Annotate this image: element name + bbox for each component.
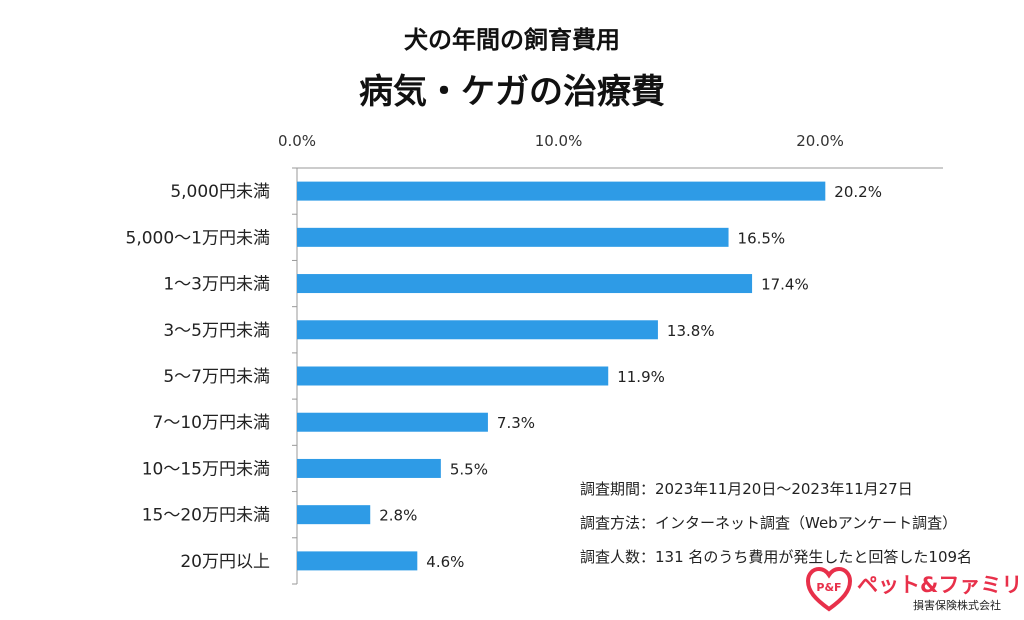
- survey-count-note: 調査人数：131 名のうち費用が発生したと回答した109名: [580, 548, 973, 566]
- chart-title: 犬の年間の飼育費用: [404, 26, 620, 54]
- bar: [297, 227, 729, 247]
- category-label: 1～3万円未満: [163, 275, 270, 295]
- bar: [297, 366, 609, 386]
- bar: [297, 320, 658, 340]
- category-label: 3～5万円未満: [163, 321, 270, 341]
- bar: [297, 505, 371, 525]
- survey-method-note: 調査方法：インターネット調査（Webアンケート調査）: [580, 514, 958, 532]
- category-label: 20万円以上: [180, 552, 270, 572]
- data-label: 4.6%: [426, 553, 464, 571]
- company-logo: P&F ペット&ファミリー 損害保険株式会社: [805, 565, 1024, 615]
- data-label: 17.4%: [761, 276, 809, 294]
- chart-subtitle: 病気・ケガの治療費: [359, 72, 665, 112]
- x-tick-label: 10.0%: [535, 132, 583, 150]
- category-label: 10～15万円未満: [142, 459, 270, 479]
- survey-period-note: 調査期間：2023年11月20日～2023年11月27日: [580, 480, 913, 498]
- data-label: 16.5%: [738, 229, 786, 247]
- logo-subtitle: 損害保険株式会社: [913, 599, 1001, 612]
- x-tick-label: 20.0%: [796, 132, 844, 150]
- logo-mark-text: P&F: [816, 581, 841, 594]
- data-label: 20.2%: [834, 183, 882, 201]
- x-tick-label: 0.0%: [278, 132, 316, 150]
- data-label: 5.5%: [450, 460, 488, 478]
- data-label: 13.8%: [667, 322, 715, 340]
- data-label: 2.8%: [379, 507, 417, 525]
- bar: [297, 181, 826, 201]
- data-label: 7.3%: [497, 414, 535, 432]
- category-label: 15～20万円未満: [142, 506, 270, 526]
- category-label: 5,000円未満: [170, 182, 270, 202]
- category-label: 5,000～1万円未満: [126, 228, 270, 248]
- logo-name: ペット&ファミリー: [857, 573, 1024, 597]
- bar: [297, 412, 488, 432]
- data-label: 11.9%: [617, 368, 665, 386]
- bar: [297, 458, 441, 478]
- heart-logo-icon: P&F: [805, 566, 853, 612]
- category-label: 7～10万円未満: [153, 413, 270, 433]
- bar: [297, 551, 418, 571]
- category-label: 5～7万円未満: [163, 367, 270, 387]
- bar: [297, 274, 753, 294]
